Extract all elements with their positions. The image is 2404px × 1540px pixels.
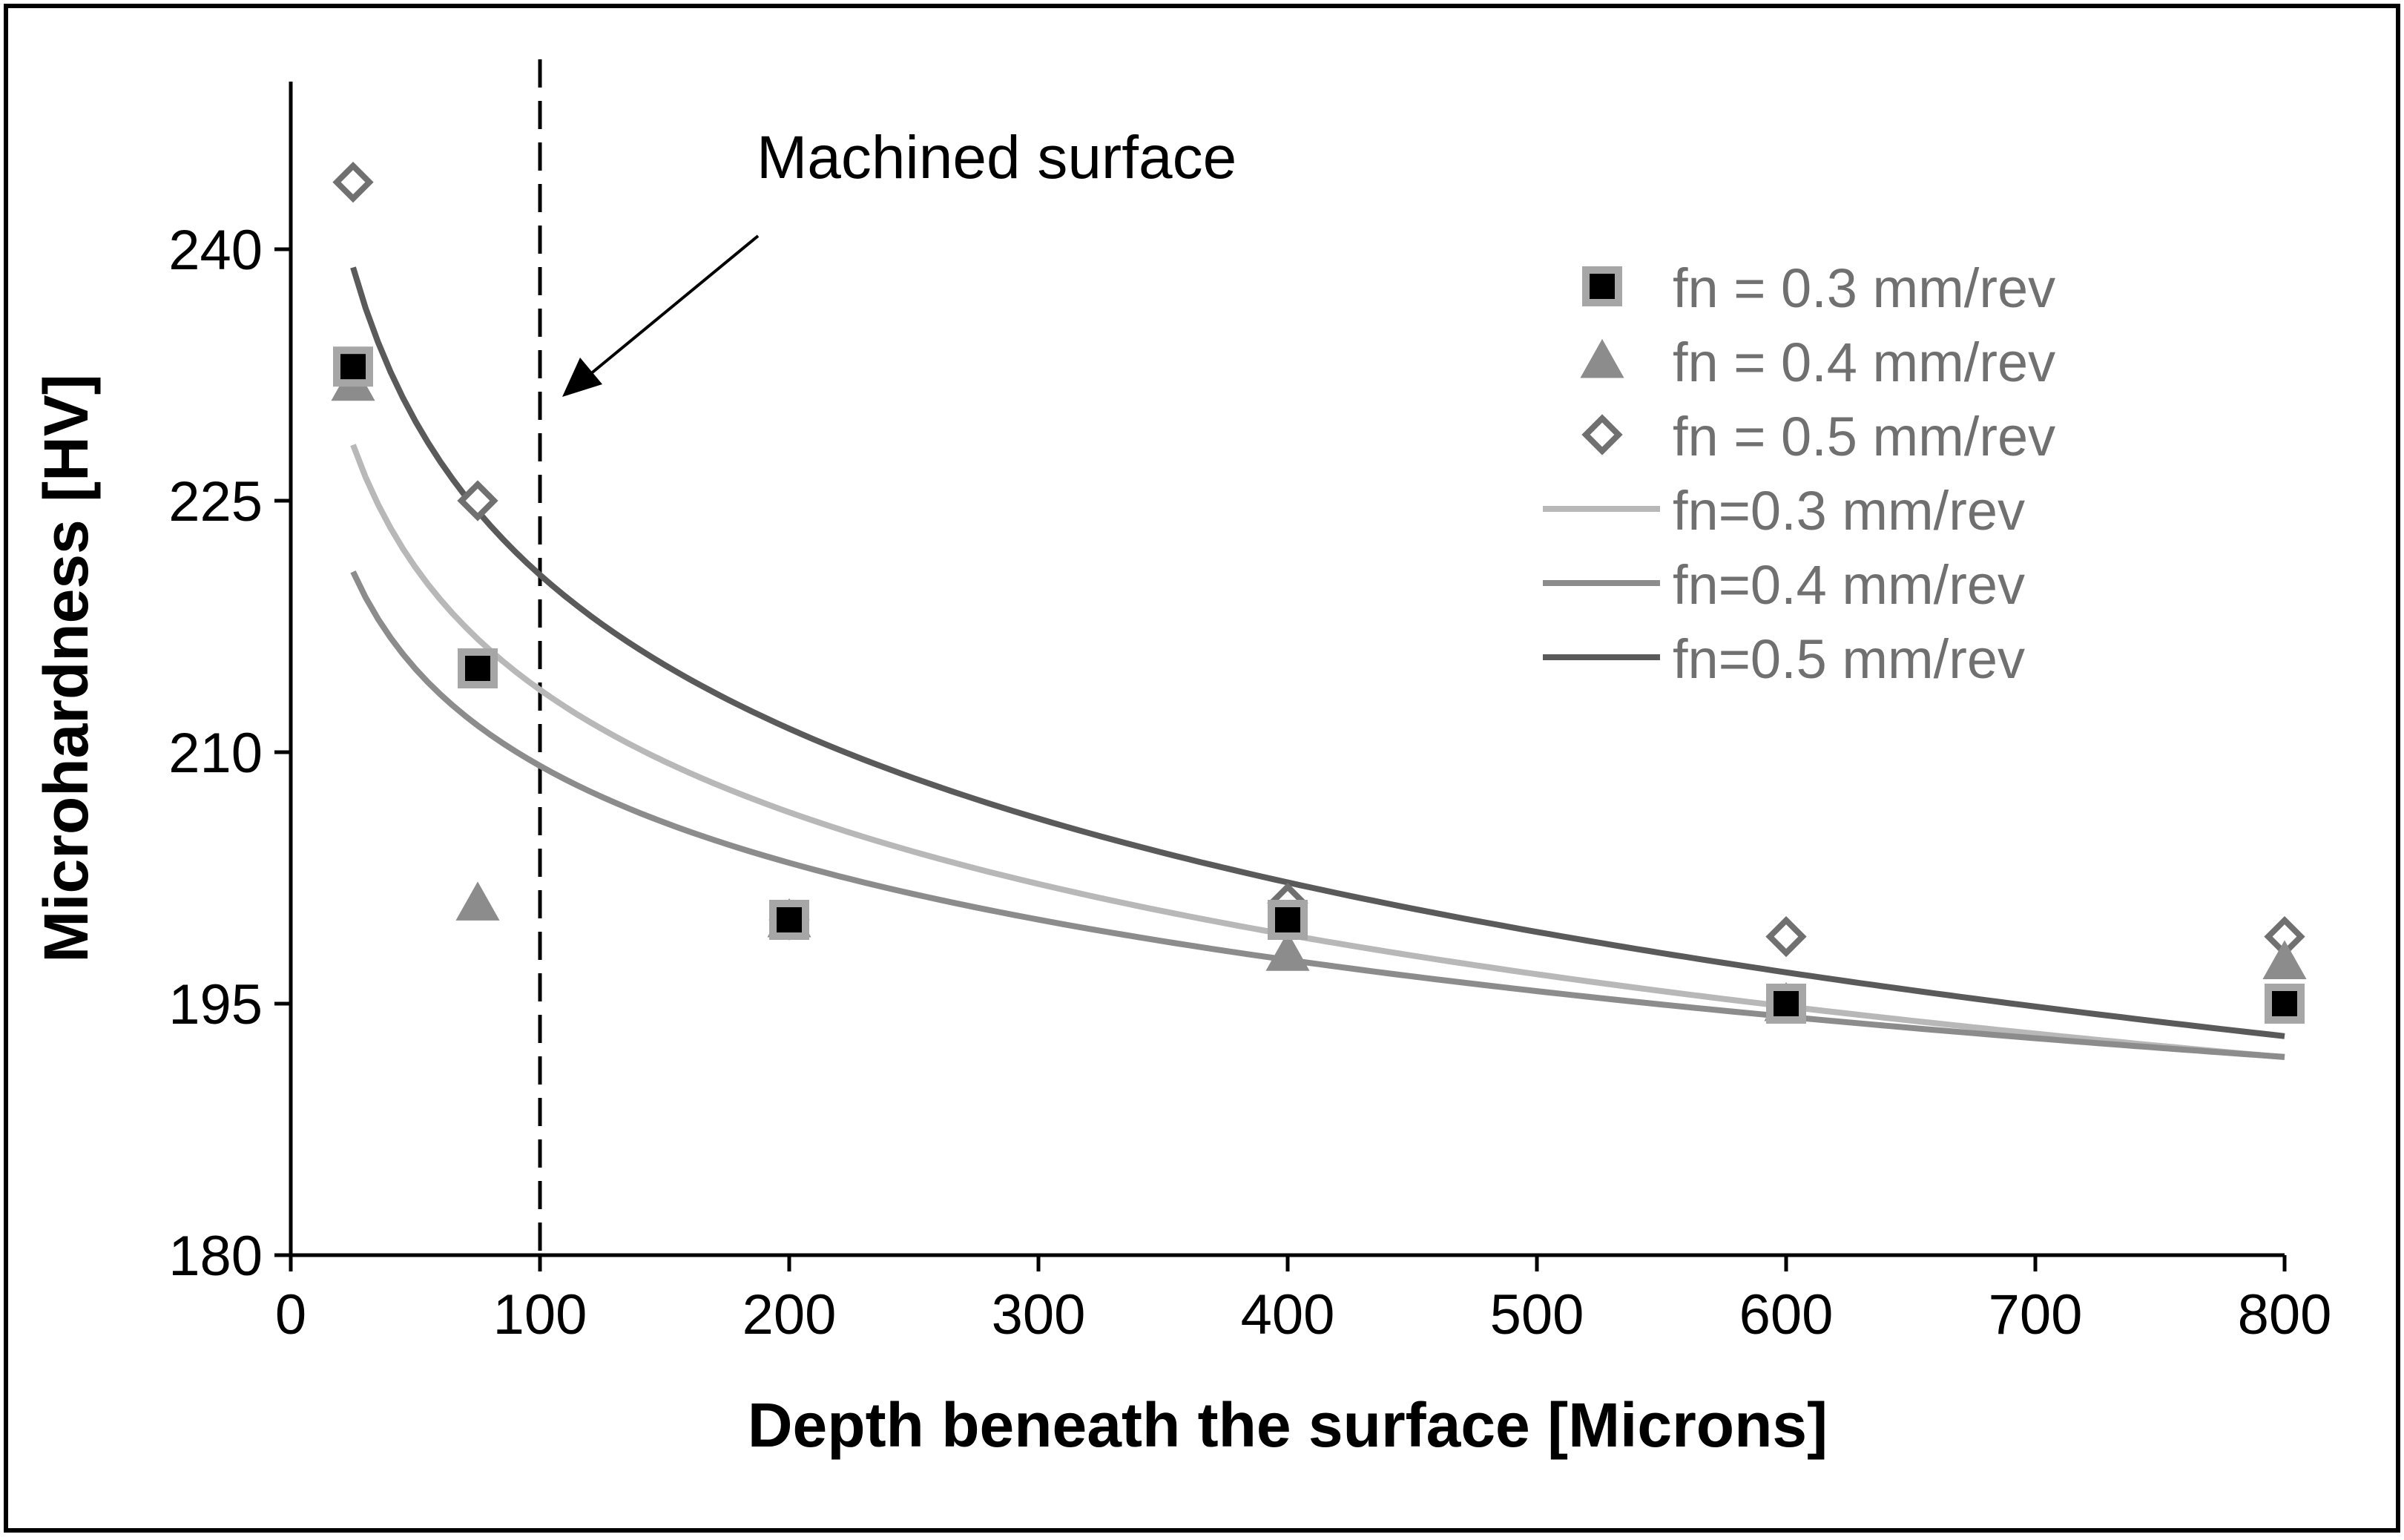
legend-marker [1580, 338, 1624, 378]
legend-label: fn = 0.3 mm/rev [1673, 257, 2055, 319]
legend-label: fn = 0.5 mm/rev [1673, 406, 2055, 467]
x-tick-label: 400 [1241, 1283, 1335, 1346]
legend-marker [1581, 414, 1623, 455]
x-tick-label: 0 [275, 1283, 306, 1346]
x-tick-label: 500 [1490, 1283, 1584, 1346]
legend-label: fn=0.5 mm/rev [1673, 628, 2025, 690]
x-tick-label: 300 [992, 1283, 1086, 1346]
y-tick-label: 240 [168, 219, 263, 282]
data-point [1265, 932, 1310, 971]
plot-layer: 0 100 200 300 400 500 600 700 800 180 195 210 225 240… [31, 59, 2331, 1460]
x-tick-label: 700 [1989, 1283, 2083, 1346]
legend-label: fn = 0.4 mm/rev [1673, 332, 2055, 393]
trend-line [350, 570, 2285, 1060]
x-axis-title: Depth beneath the surface [Microns] [748, 1390, 1828, 1460]
y-axis-title: Microhardness [HV] [31, 374, 101, 963]
trend-line [350, 444, 2285, 1061]
annotation-arrowhead [562, 358, 602, 397]
x-tick-label: 200 [742, 1283, 837, 1346]
y-tick-label: 195 [168, 973, 263, 1036]
x-tick-label: 600 [1739, 1283, 1834, 1346]
legend-label: fn=0.3 mm/rev [1673, 480, 2025, 542]
x-tick-label: 100 [493, 1283, 587, 1346]
y-tick-label: 210 [168, 722, 263, 785]
legend-label: fn=0.4 mm/rev [1673, 554, 2025, 616]
legend-marker [1582, 266, 1622, 306]
y-tick-label: 225 [168, 470, 263, 533]
y-tick-label: 180 [168, 1225, 263, 1288]
data-point [1765, 915, 1807, 958]
figure-frame [4, 4, 2400, 1533]
data-point [457, 480, 498, 521]
data-point [458, 648, 498, 688]
annotation-arrow-shaft [588, 234, 760, 376]
x-tick-label: 800 [2238, 1283, 2332, 1346]
trend-line [350, 266, 2285, 1039]
data-point [2262, 940, 2307, 979]
data-point [769, 900, 809, 940]
data-point [332, 161, 374, 203]
data-point [455, 881, 500, 921]
annotation-label: Machined surface [757, 124, 1236, 191]
data-point [1268, 900, 1308, 940]
data-point [1766, 984, 1806, 1024]
data-point [2265, 984, 2305, 1024]
data-point [333, 346, 373, 387]
